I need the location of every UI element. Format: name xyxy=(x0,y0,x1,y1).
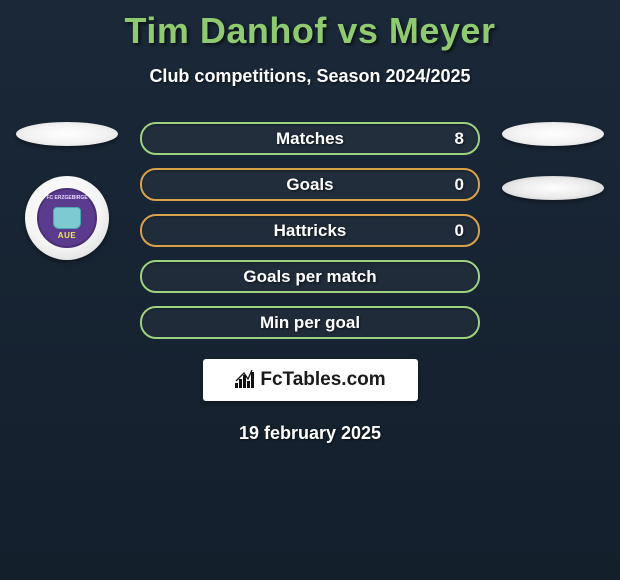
comparison-title: Tim Danhof vs Meyer xyxy=(0,0,620,52)
stat-label: Min per goal xyxy=(260,313,360,333)
stat-row-min-per-goal: Min per goal xyxy=(140,306,480,339)
club-badge-inner: FC ERZGEBIRGE AUE xyxy=(37,188,97,248)
badge-top-text: FC ERZGEBIRGE xyxy=(46,195,87,201)
stat-row-matches: Matches 8 xyxy=(140,122,480,155)
right-club-placeholder xyxy=(502,176,604,200)
stat-label: Matches xyxy=(276,129,344,149)
stat-row-goals-per-match: Goals per match xyxy=(140,260,480,293)
stat-row-goals: Goals 0 xyxy=(140,168,480,201)
right-player-col xyxy=(498,122,608,200)
bar-chart-icon xyxy=(234,370,256,390)
content-row: FC ERZGEBIRGE AUE Matches 8 Goals 0 Hatt… xyxy=(0,122,620,339)
left-player-placeholder xyxy=(16,122,118,146)
badge-bottom-text: AUE xyxy=(58,231,76,240)
badge-shield-icon xyxy=(53,207,81,229)
comparison-subtitle: Club competitions, Season 2024/2025 xyxy=(0,66,620,87)
stats-column: Matches 8 Goals 0 Hattricks 0 Goals per … xyxy=(140,122,480,339)
footer-brand-text: FcTables.com xyxy=(260,369,385,391)
footer-date: 19 february 2025 xyxy=(0,423,620,444)
stat-label: Goals xyxy=(286,175,333,195)
left-player-col: FC ERZGEBIRGE AUE xyxy=(12,122,122,260)
left-club-badge: FC ERZGEBIRGE AUE xyxy=(25,176,109,260)
footer-brand-badge: FcTables.com xyxy=(203,359,418,401)
stat-right-value: 0 xyxy=(455,221,464,241)
stat-label: Hattricks xyxy=(274,221,347,241)
right-player-placeholder xyxy=(502,122,604,146)
stat-right-value: 0 xyxy=(455,175,464,195)
stat-row-hattricks: Hattricks 0 xyxy=(140,214,480,247)
stat-label: Goals per match xyxy=(243,267,376,287)
stat-right-value: 8 xyxy=(455,129,464,149)
